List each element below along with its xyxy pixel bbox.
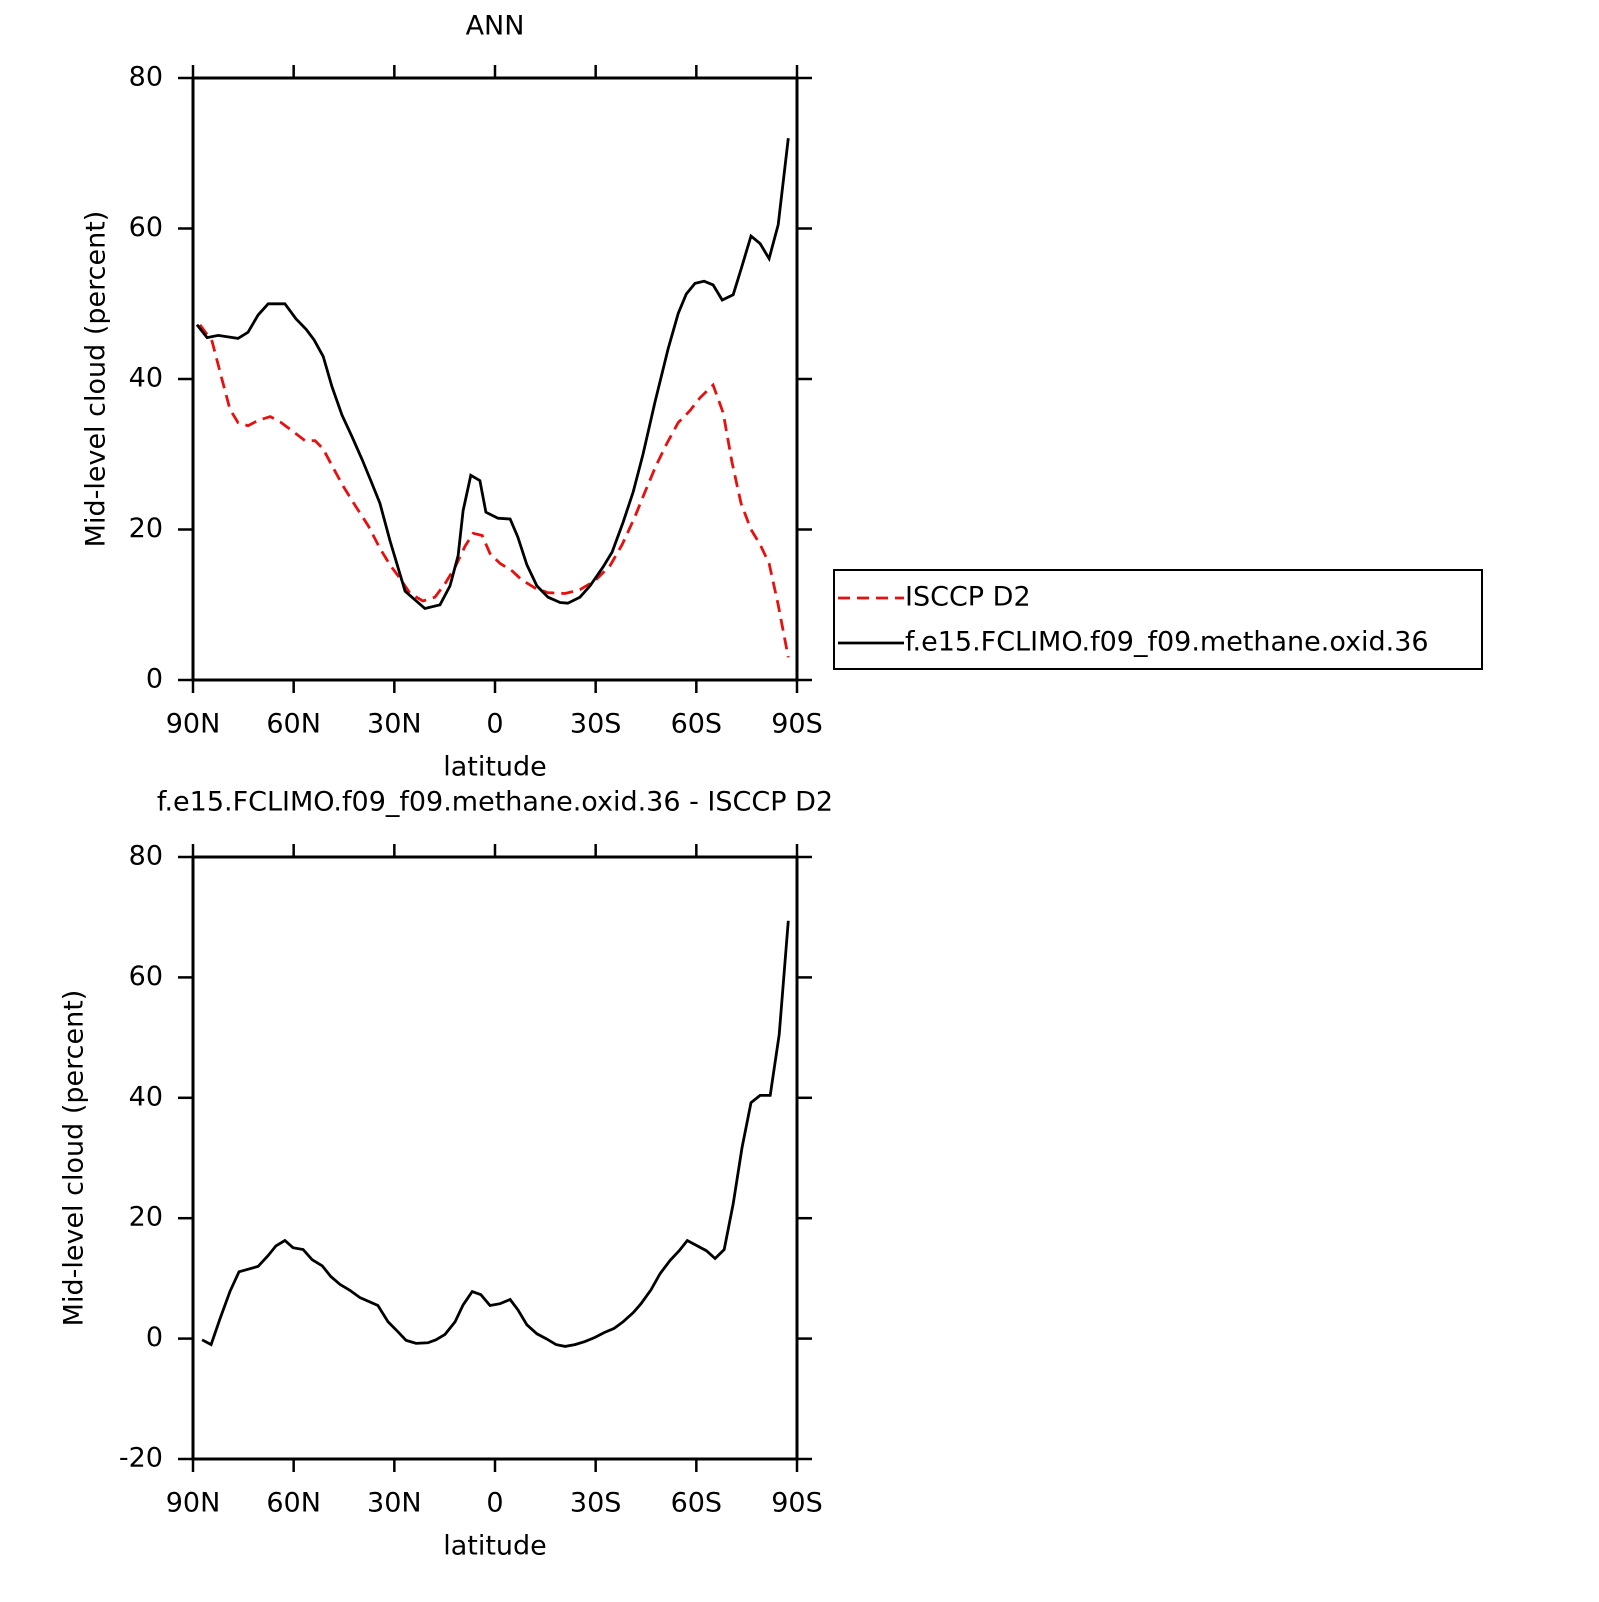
legend-box <box>833 569 1483 670</box>
y-tick-label: 20 <box>129 1202 163 1233</box>
data-line <box>201 920 790 1348</box>
x-tick-label: 60N <box>266 1488 321 1519</box>
data-line <box>198 323 790 658</box>
x-tick-label: 0 <box>486 1488 503 1519</box>
x-tick-label: 90N <box>166 709 221 740</box>
y-tick-label: 80 <box>129 62 163 93</box>
x-tick-label: 30N <box>367 709 422 740</box>
y-tick-label: 40 <box>129 363 163 394</box>
x-tick-label: 60N <box>266 709 321 740</box>
data-line <box>195 138 790 611</box>
x-tick-label: 30S <box>570 1488 622 1519</box>
y-tick-label: 60 <box>129 961 163 992</box>
x-tick-label: 90S <box>771 709 823 740</box>
legend-label: f.e15.FCLIMO.f09_f09.methane.oxid.36 <box>905 627 1429 658</box>
y-axis-label: Mid-level cloud (percent) <box>81 211 112 548</box>
x-tick-label: 30S <box>570 709 622 740</box>
y-tick-label: 0 <box>146 1322 163 1353</box>
y-axis-label: Mid-level cloud (percent) <box>59 990 90 1327</box>
x-axis-label: latitude <box>443 752 547 783</box>
x-tick-label: 90N <box>166 1488 221 1519</box>
x-tick-label: 90S <box>771 1488 823 1519</box>
x-tick-label: 0 <box>486 709 503 740</box>
y-tick-label: -20 <box>119 1443 163 1474</box>
plot-frame <box>191 76 799 682</box>
legend-label: ISCCP D2 <box>905 582 1031 613</box>
y-tick-label: 60 <box>129 212 163 243</box>
x-axis-label: latitude <box>443 1531 547 1562</box>
y-tick-label: 80 <box>129 841 163 872</box>
plot-frame <box>191 855 799 1461</box>
y-tick-label: 40 <box>129 1081 163 1112</box>
x-tick-label: 30N <box>367 1488 422 1519</box>
chart-title: ANN <box>466 11 525 42</box>
x-tick-label: 60S <box>671 1488 723 1519</box>
y-tick-label: 20 <box>129 513 163 544</box>
x-tick-label: 60S <box>671 709 723 740</box>
chart-title: f.e15.FCLIMO.f09_f09.methane.oxid.36 - I… <box>157 787 833 818</box>
y-tick-label: 0 <box>146 664 163 695</box>
